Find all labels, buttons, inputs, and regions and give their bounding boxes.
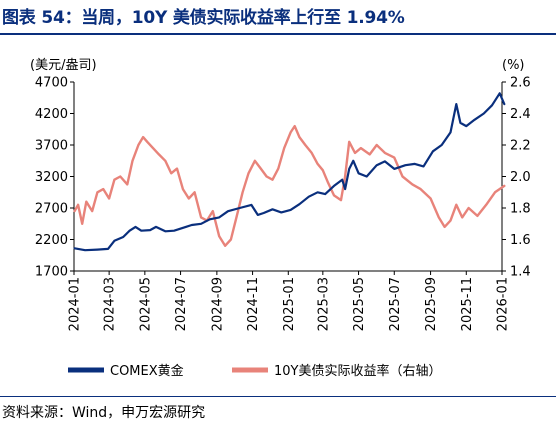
y-left-tick-label: 4700 <box>35 76 68 91</box>
source-rule <box>0 396 556 397</box>
series-line-yield <box>73 124 506 247</box>
y-right-tick-label: 2.6 <box>510 76 531 91</box>
x-tick-label: 2024-09 <box>210 277 225 331</box>
legend: COMEX黄金 10Y美债实际收益率（右轴） <box>68 363 441 379</box>
y-right-tick-label: 1.4 <box>510 265 531 280</box>
chart: (美元/盎司) (%) 1700 2200 2700 3200 3700 4200 4700… <box>30 58 531 379</box>
x-tick-label: 2025-03 <box>316 277 331 331</box>
y-right-tick-label: 1.6 <box>510 233 531 248</box>
x-tick-label: 2024-05 <box>138 277 153 331</box>
y-left-tick-label: 1700 <box>35 265 68 280</box>
legend-label-gold: COMEX黄金 <box>110 363 184 379</box>
x-tick-label: 2025-07 <box>388 277 403 331</box>
y-left-tick-label: 2700 <box>35 202 68 217</box>
y-right-tick-label: 2.2 <box>510 139 531 154</box>
x-tick-label: 2026-01 <box>496 277 511 331</box>
series-layer <box>73 92 506 252</box>
x-tick-label: 2024-03 <box>103 277 118 331</box>
y-left-tick-label: 3700 <box>35 139 68 154</box>
x-tick-label: 2024-01 <box>68 277 83 331</box>
y-left-tick-label: 4200 <box>35 107 68 122</box>
legend-label-yield: 10Y美债实际收益率（右轴） <box>274 363 441 379</box>
x-tick-label: 2024-11 <box>246 277 261 331</box>
y-left-tick-label: 3200 <box>35 170 68 185</box>
x-tick-label: 2025-09 <box>424 277 439 331</box>
title-rule <box>0 33 556 35</box>
y-right-tick-label: 1.8 <box>510 202 531 217</box>
figure-title: 图表 54：当周，10Y 美债实际收益率上行至 1.94% <box>2 8 405 28</box>
y-right-tick-label: 2.0 <box>510 170 531 185</box>
x-tick-label: 2025-05 <box>352 277 367 331</box>
x-tick-label: 2024-07 <box>174 277 189 331</box>
y-left-tick-label: 2200 <box>35 233 68 248</box>
source-note: 资料来源：Wind，申万宏源研究 <box>2 405 206 421</box>
series-line-gold <box>73 92 506 252</box>
x-tick-label: 2025-01 <box>282 277 297 331</box>
y-left-unit: (美元/盎司) <box>30 58 97 73</box>
y-right-unit: (%) <box>502 58 525 73</box>
y-right-tick-label: 2.4 <box>510 107 531 122</box>
axes: 1700 2200 2700 3200 3700 4200 4700 1.4 1.6 1.8 2.0… <box>35 76 531 332</box>
x-tick-label: 2025-11 <box>460 277 475 331</box>
